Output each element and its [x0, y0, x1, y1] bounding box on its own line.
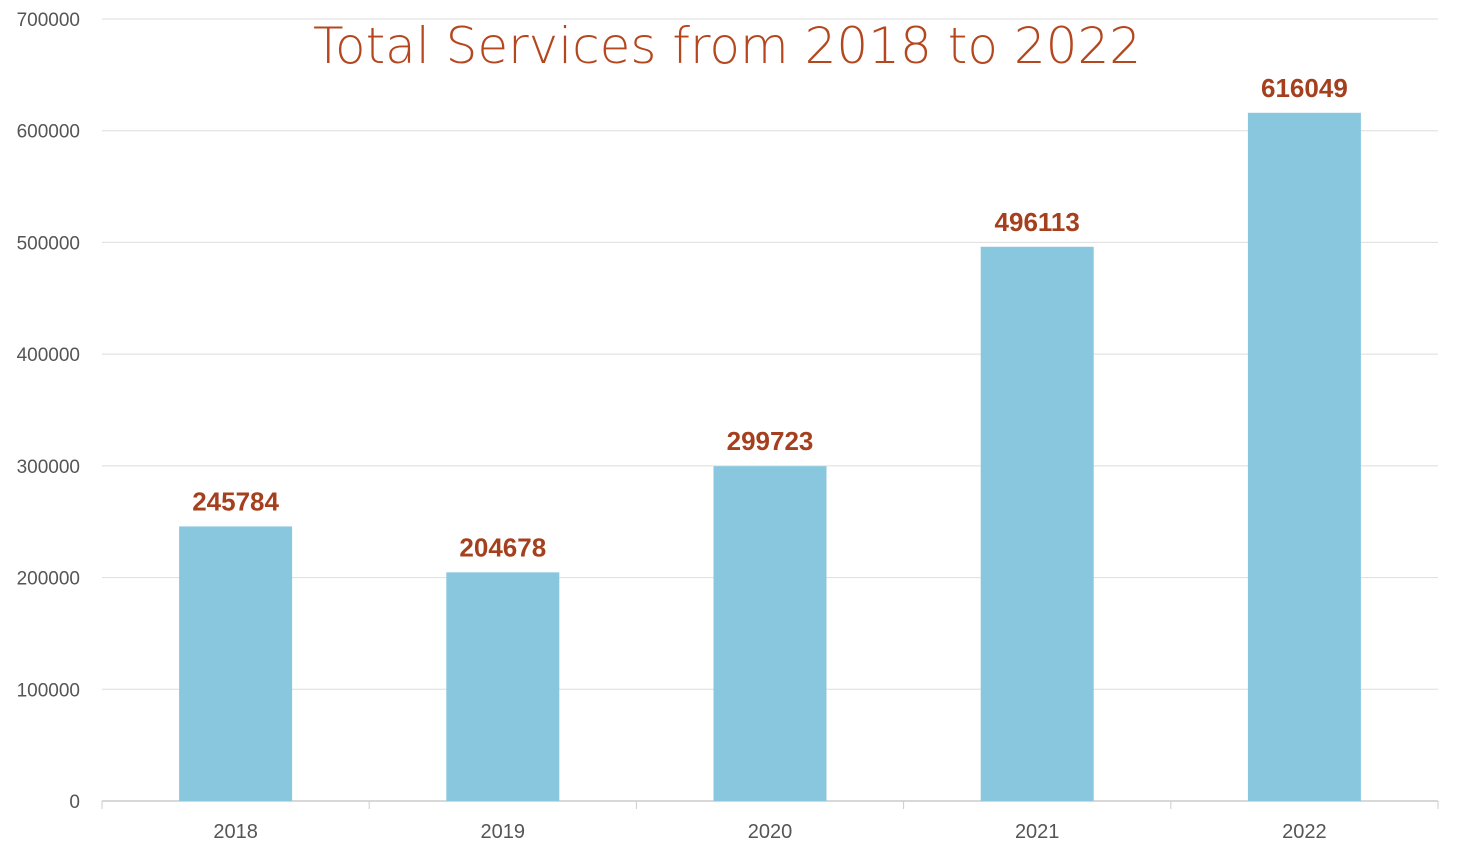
y-tick-label: 200000 — [17, 569, 80, 590]
x-tick-label: 2022 — [1282, 821, 1327, 843]
data-label: 616049 — [1261, 73, 1348, 103]
y-tick-label: 0 — [69, 792, 80, 813]
x-tick-label: 2019 — [481, 821, 526, 843]
y-tick-label: 700000 — [17, 10, 80, 31]
data-labels: 245784 204678 299723 496113 616049 — [192, 73, 1348, 563]
bar-2022 — [1247, 112, 1361, 801]
bar-2021 — [980, 246, 1094, 802]
bar-2018 — [179, 526, 293, 801]
data-label: 496113 — [995, 207, 1080, 237]
gridlines — [102, 18, 1438, 690]
data-label: 299723 — [727, 426, 814, 456]
y-tick-label: 100000 — [17, 680, 80, 701]
chart-title: Total Services from 2018 to 2022 — [313, 17, 1141, 75]
y-tick-label: 300000 — [17, 457, 80, 478]
x-tick-label: 2020 — [748, 821, 793, 843]
bars — [179, 112, 1361, 802]
x-axis — [101, 800, 1439, 809]
bar-2019 — [446, 572, 560, 801]
y-tick-label: 400000 — [17, 345, 80, 366]
y-tick-label: 500000 — [17, 233, 80, 254]
x-tick-label: 2021 — [1015, 821, 1060, 843]
x-tick-label: 2018 — [213, 821, 258, 843]
data-label: 245784 — [192, 486, 279, 516]
bar-2020 — [713, 466, 827, 801]
data-label: 204678 — [459, 532, 546, 562]
x-axis-tick-labels: 2018 2019 2020 2021 2022 — [213, 821, 1326, 843]
y-axis-tick-labels: 0 100000 200000 300000 400000 500000 600000 700… — [17, 10, 80, 813]
y-tick-label: 600000 — [17, 122, 80, 143]
